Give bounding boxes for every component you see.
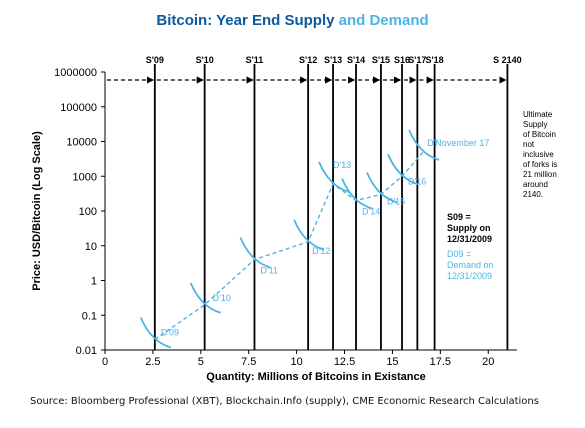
supply-label: S'15 xyxy=(372,55,390,65)
demand-label: D'09 xyxy=(161,328,179,338)
legend-demand-line: D09 = xyxy=(447,249,471,259)
chart-title: Bitcoin: Year End Supply and Demand xyxy=(0,12,585,29)
legend-supply-line: S09 = xyxy=(447,212,471,222)
source-note: Source: Bloomberg Professional (XBT), Bl… xyxy=(30,396,539,407)
ultimate-note-line: of forks is xyxy=(523,160,557,169)
ultimate-note-line: Supply xyxy=(523,120,547,129)
supply-label: S'12 xyxy=(299,55,317,65)
ultimate-note-line: inclusive xyxy=(523,150,554,159)
y-axis-label: Price: USD/Bitcoin (Log Scale) xyxy=(31,131,43,291)
demand-label: D'12 xyxy=(312,246,330,256)
title-demand-part: and Demand xyxy=(338,12,429,29)
demand-curve xyxy=(341,178,373,210)
supply-label: S'14 xyxy=(347,55,365,65)
demand-curve xyxy=(189,282,221,314)
x-tick-label: 15 xyxy=(386,356,398,368)
x-tick-label: 0 xyxy=(102,356,108,368)
supply-label: S'17 xyxy=(408,55,426,65)
x-tick-label: 7.5 xyxy=(241,356,256,368)
x-tick-label: 17.5 xyxy=(430,356,451,368)
y-tick-label: 100 xyxy=(79,206,97,218)
ultimate-note-line: of Bitcoin xyxy=(523,130,556,139)
y-tick-label: 100000 xyxy=(60,102,97,114)
ultimate-note-line: Ultimate xyxy=(523,110,553,119)
x-tick-label: 12.5 xyxy=(334,356,355,368)
demand-curve xyxy=(139,317,172,349)
supply-label: S'18 xyxy=(426,55,444,65)
demand-label: D'10 xyxy=(213,293,231,303)
demand-label: D'16 xyxy=(408,176,426,186)
demand-curve xyxy=(318,161,350,193)
demand-curve xyxy=(408,129,440,161)
y-tick-label: 1000000 xyxy=(54,67,97,79)
y-tick-label: 1000 xyxy=(73,171,97,183)
y-tick-label: 10 xyxy=(85,241,97,253)
demand-curve xyxy=(366,172,398,204)
legend-demand-line: 12/31/2009 xyxy=(447,271,492,281)
demand-label: D'13 xyxy=(333,160,351,170)
y-tick-label: 1 xyxy=(91,276,97,288)
demand-curve xyxy=(293,219,325,251)
supply-label: S'09 xyxy=(146,55,164,65)
y-tick-label: 0.1 xyxy=(82,310,97,322)
ultimate-note-line: 21 million xyxy=(523,170,557,179)
supply-label: S'11 xyxy=(246,55,264,65)
title-supply-part: Bitcoin: Year End Supply xyxy=(156,12,335,29)
x-tick-label: 2.5 xyxy=(145,356,160,368)
demand-curve xyxy=(239,237,271,269)
x-tick-label: 5 xyxy=(198,356,204,368)
x-axis-label: Quantity: Millions of Bitcoins in Exista… xyxy=(206,371,425,383)
demand-label: D'14 xyxy=(362,207,380,217)
supply-label: S'10 xyxy=(196,55,214,65)
x-tick-label: 10 xyxy=(291,356,303,368)
legend-supply-line: 12/31/2009 xyxy=(447,234,492,244)
y-tick-label: 10000 xyxy=(66,137,97,149)
demand-label: D'15 xyxy=(387,196,405,206)
supply-label: S'13 xyxy=(324,55,342,65)
demand-label: D'November 17 xyxy=(427,138,489,148)
ultimate-note-line: 2140. xyxy=(523,190,543,199)
ultimate-note-line: around xyxy=(523,180,548,189)
demand-path xyxy=(154,151,424,341)
demand-curve xyxy=(387,153,419,186)
x-tick-label: 20 xyxy=(482,356,494,368)
supply-label: S 2140 xyxy=(493,55,522,65)
supply-label: S16 xyxy=(394,55,410,65)
legend-demand-line: Demand on xyxy=(447,260,494,270)
y-tick-label: 0.01 xyxy=(76,345,97,357)
demand-label: D'11 xyxy=(260,266,278,276)
ultimate-note-line: not xyxy=(523,140,535,149)
legend-supply-line: Supply on xyxy=(447,223,491,233)
